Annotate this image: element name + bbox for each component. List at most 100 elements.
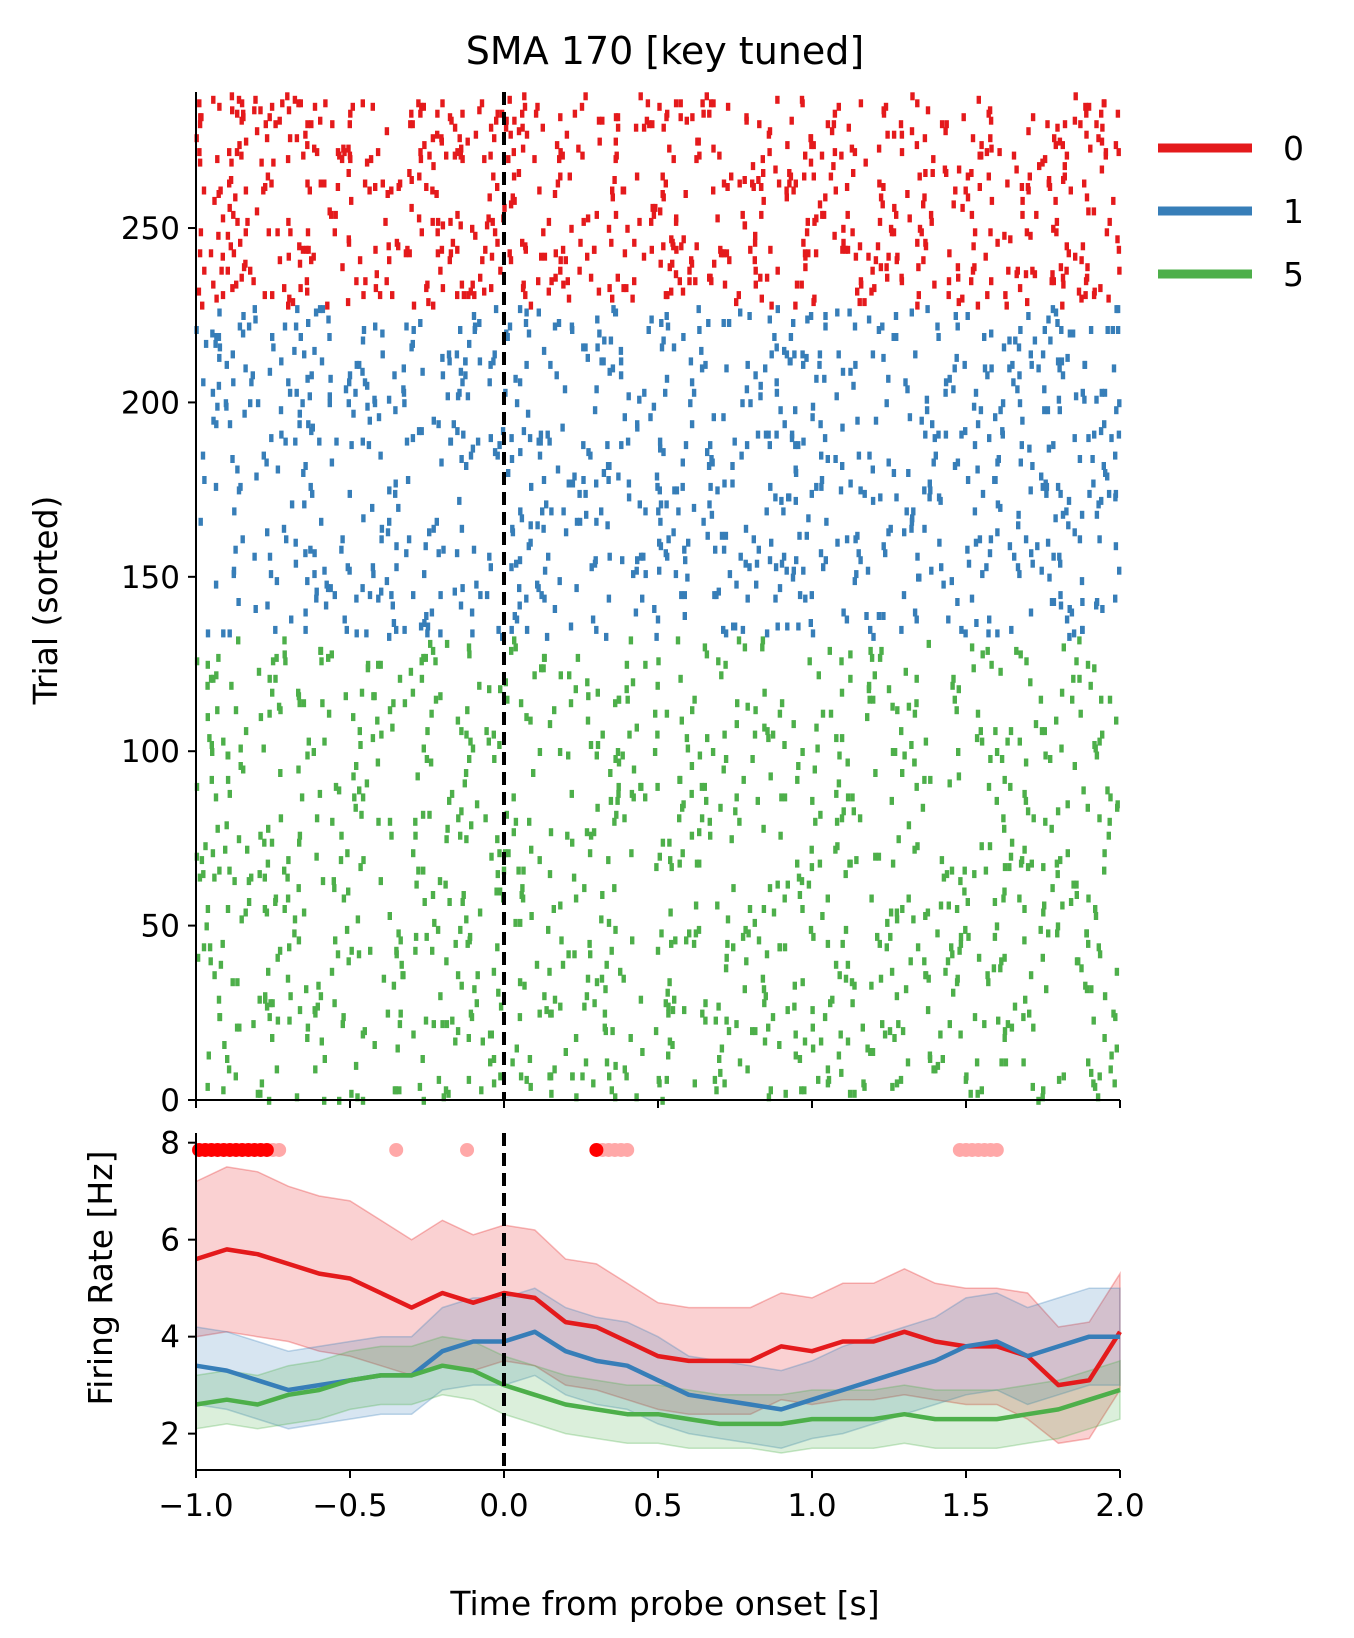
raster-spike-group-5 bbox=[549, 1089, 554, 1098]
raster-spike-group-1 bbox=[205, 629, 211, 638]
raster-spike-group-5 bbox=[677, 859, 682, 868]
raster-spike-group-1 bbox=[1026, 312, 1031, 320]
raster-spike-group-5 bbox=[491, 730, 496, 739]
raster-spike-group-0 bbox=[566, 294, 572, 303]
raster-spike-group-1 bbox=[302, 350, 307, 359]
raster-spike-group-5 bbox=[802, 1086, 807, 1095]
raster-spike-group-1 bbox=[339, 545, 344, 554]
raster-spike-group-1 bbox=[497, 441, 502, 450]
raster-spike-group-0 bbox=[725, 183, 730, 191]
raster-spike-group-1 bbox=[982, 364, 988, 373]
raster-spike-group-0 bbox=[752, 238, 758, 247]
raster-spike-group-5 bbox=[750, 1027, 755, 1036]
raster-spike-group-5 bbox=[760, 636, 766, 645]
raster-spike-group-0 bbox=[791, 186, 796, 195]
chart-title: SMA 170 [key tuned] bbox=[466, 29, 864, 73]
raster-spike-group-5 bbox=[1059, 744, 1064, 753]
raster-spike-group-1 bbox=[775, 305, 780, 314]
raster-spike-group-5 bbox=[607, 1072, 612, 1081]
raster-spike-group-0 bbox=[825, 120, 831, 129]
raster-spike-group-1 bbox=[708, 441, 713, 450]
raster-spike-group-5 bbox=[655, 681, 660, 690]
raster-spike-group-5 bbox=[285, 894, 291, 903]
raster-spike-group-5 bbox=[356, 950, 362, 959]
raster-spike-group-1 bbox=[724, 364, 729, 373]
raster-spike-group-1 bbox=[825, 455, 830, 463]
raster-spike-group-0 bbox=[989, 196, 995, 205]
raster-spike-group-5 bbox=[241, 765, 246, 774]
raster-spike-group-0 bbox=[1060, 141, 1065, 150]
raster-spike-group-1 bbox=[418, 622, 424, 631]
raster-spike-group-5 bbox=[1085, 660, 1091, 669]
raster-spike-group-5 bbox=[992, 932, 998, 941]
raster-spike-group-1 bbox=[394, 563, 399, 572]
raster-spike-group-5 bbox=[444, 639, 450, 648]
raster-spike-group-5 bbox=[1055, 807, 1061, 816]
raster-spike-group-1 bbox=[1067, 632, 1072, 641]
raster-spike-group-0 bbox=[235, 217, 240, 226]
raster-spike-group-5 bbox=[322, 1055, 327, 1063]
raster-spike-group-5 bbox=[1093, 912, 1099, 920]
raster-spike-group-0 bbox=[237, 141, 242, 150]
raster-spike-group-5 bbox=[653, 1027, 659, 1036]
raster-spike-group-1 bbox=[955, 458, 961, 467]
raster-spike-group-1 bbox=[457, 496, 462, 505]
raster-spike-group-0 bbox=[564, 130, 570, 139]
raster-spike-group-1 bbox=[901, 591, 907, 600]
raster-spike-group-5 bbox=[782, 943, 788, 952]
raster-spike-group-1 bbox=[1009, 625, 1014, 634]
raster-spike-group-0 bbox=[231, 249, 237, 258]
raster-spike-group-5 bbox=[495, 943, 500, 952]
raster-spike-group-5 bbox=[958, 939, 964, 948]
raster-spike-group-1 bbox=[438, 591, 443, 600]
raster-spike-group-5 bbox=[245, 845, 250, 854]
raster-spike-group-1 bbox=[797, 531, 802, 540]
raster-spike-group-5 bbox=[854, 856, 859, 865]
raster-spike-group-5 bbox=[915, 943, 921, 952]
raster-spike-group-5 bbox=[488, 1058, 493, 1067]
legend-label-5: 5 bbox=[1283, 255, 1304, 294]
raster-spike-group-5 bbox=[537, 856, 542, 865]
raster-spike-group-1 bbox=[224, 360, 229, 369]
raster-spike-group-0 bbox=[339, 155, 345, 164]
raster-spike-group-1 bbox=[691, 388, 697, 397]
raster-spike-group-5 bbox=[745, 702, 750, 711]
raster-spike-group-1 bbox=[1007, 364, 1012, 373]
raster-spike-group-5 bbox=[364, 779, 370, 788]
raster-spike-group-0 bbox=[439, 245, 445, 254]
raster-spike-group-1 bbox=[287, 388, 293, 397]
raster-spike-group-1 bbox=[808, 312, 814, 320]
raster-spike-group-5 bbox=[742, 985, 747, 994]
raster-spike-group-0 bbox=[857, 242, 863, 251]
raster-spike-group-1 bbox=[721, 413, 726, 422]
raster-spike-group-1 bbox=[1055, 319, 1060, 327]
raster-spike-group-0 bbox=[229, 158, 234, 167]
raster-spike-group-1 bbox=[1105, 326, 1110, 334]
raster-spike-group-5 bbox=[1112, 1079, 1117, 1088]
raster-spike-group-0 bbox=[480, 256, 485, 265]
raster-spike-group-1 bbox=[391, 619, 397, 627]
raster-spike-group-5 bbox=[912, 709, 918, 718]
raster-spike-group-1 bbox=[618, 357, 624, 366]
raster-spike-group-0 bbox=[621, 186, 627, 195]
raster-spike-group-5 bbox=[511, 793, 516, 802]
raster-spike-group-0 bbox=[984, 148, 990, 157]
raster-spike-group-5 bbox=[594, 978, 600, 987]
raster-spike-group-1 bbox=[1007, 542, 1013, 551]
raster-spike-group-1 bbox=[361, 326, 367, 334]
raster-spike-group-1 bbox=[562, 385, 568, 394]
raster-spike-group-5 bbox=[213, 793, 219, 802]
raster-spike-group-5 bbox=[1102, 992, 1108, 1001]
raster-spike-group-1 bbox=[768, 482, 773, 491]
raster-spike-group-0 bbox=[977, 183, 982, 191]
raster-spike-group-1 bbox=[634, 566, 639, 575]
raster-spike-group-0 bbox=[1005, 179, 1010, 188]
raster-spike-group-0 bbox=[1058, 263, 1064, 272]
raster-spike-group-5 bbox=[1102, 849, 1107, 858]
raster-spike-group-5 bbox=[453, 1037, 458, 1046]
raster-spike-group-5 bbox=[532, 671, 537, 680]
raster-spike-group-0 bbox=[198, 228, 204, 237]
raster-spike-group-1 bbox=[951, 385, 956, 394]
raster-spike-group-5 bbox=[668, 908, 673, 917]
raster-spike-group-1 bbox=[691, 503, 697, 512]
